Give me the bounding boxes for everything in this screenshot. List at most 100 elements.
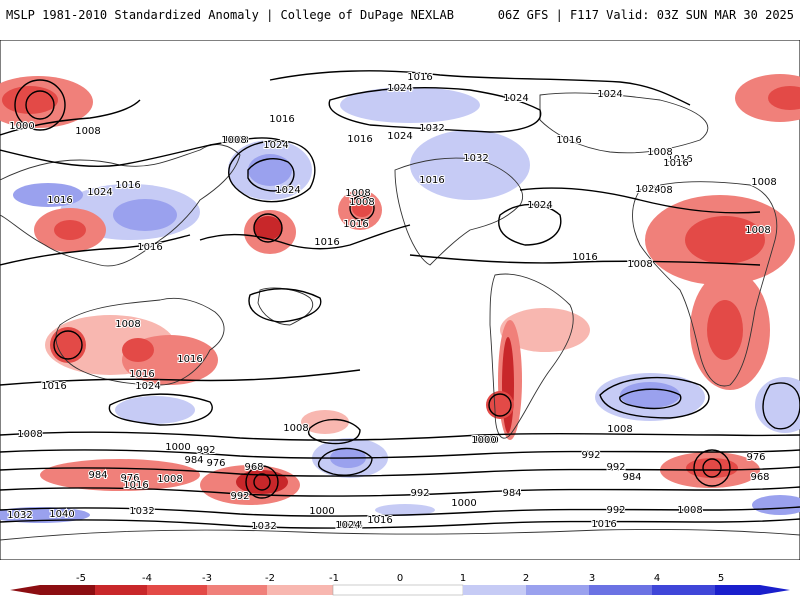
isobar-1024-atlantic-high [498, 203, 562, 246]
isobar-label: 1032 [129, 506, 154, 517]
anomaly-low-australia-core [122, 338, 154, 362]
isobar-992-west-low [25, 90, 55, 120]
anomaly-low-pacific-core [254, 216, 282, 240]
isobar-label: 968 [244, 462, 263, 473]
colorbar: -5 -4 -3 -2 -1 0 1 2 3 4 5 [0, 570, 800, 600]
colorbar-segment-neutral [332, 584, 464, 596]
anomaly-low-north-pacific-east-core [768, 86, 800, 110]
isobar-1032-south-atlantic-high [619, 388, 682, 410]
isobar-label: 1032 [463, 153, 488, 164]
anomaly-low-india-core [54, 220, 86, 240]
isobar-label: 1016 [591, 519, 616, 530]
isobar-label: 1016 [667, 154, 692, 165]
isobar-label: 1016 [367, 515, 392, 526]
isobar-1008-pacific-low [253, 213, 283, 243]
isobar-1008-south-pacific-low [307, 418, 361, 445]
isobar-label: 1000 [309, 506, 334, 517]
colorbar-tick: -1 [329, 573, 339, 584]
isobar-label: 1008 [115, 319, 140, 330]
colorbar-segment-neg5 [40, 585, 95, 595]
isobar-label: 1016 [137, 242, 162, 253]
colorbar-tick: 1 [460, 573, 466, 584]
isobar-label: 1032 [251, 521, 276, 532]
isobar-1016-antarctic [0, 518, 800, 529]
anomaly-low-southern-ocean-west [40, 459, 200, 491]
colorbar-segment-neg2 [207, 585, 267, 595]
isobar-label: 976 [120, 473, 139, 484]
isobar-label: 1024 [597, 89, 622, 100]
colorbar-segment-pos3 [589, 585, 652, 595]
isobar-label: 1008 [349, 197, 374, 208]
isobar-label: 1024 [387, 83, 412, 94]
isobar-992-southern [0, 466, 800, 477]
isobar-label: 984 [502, 488, 521, 499]
isobar-label: 1000 [165, 442, 190, 453]
isobar-1008-south-pacific-high [317, 447, 373, 476]
isobar-label: 1008 [223, 135, 248, 146]
isobar-label: 992 [606, 462, 625, 473]
isobar-label: 976 [746, 452, 765, 463]
isobar-label: 1024 [335, 520, 360, 531]
isobar-1024-south-atlantic-high [599, 376, 710, 419]
isobar-label: 1008 [17, 429, 42, 440]
anomaly-low-north-africa-core [685, 216, 765, 264]
anomaly-low-andes-core [502, 337, 514, 433]
isobar-label: 992 [581, 450, 600, 461]
map-title: MSLP 1981-2010 Standardized Anomaly | Co… [6, 8, 454, 22]
isobar-label: 1024 [275, 185, 300, 196]
isobar-label: 1000 [451, 498, 476, 509]
isobar-label: 1016 [343, 219, 368, 230]
isobar-label: 1016 [41, 381, 66, 392]
isobar-label: 1008 [283, 423, 308, 434]
isobar-label: 1016 [314, 237, 339, 248]
isobar-label: 1040 [49, 509, 74, 520]
isobar-label: 1008 [75, 126, 100, 137]
isobar-label: 1008 [647, 185, 672, 196]
anomaly-high-south-atlantic-core [620, 382, 680, 408]
isobar-label: 1024 [135, 381, 160, 392]
coastline-south-america [489, 273, 574, 439]
isobar-label: 1024 [263, 140, 288, 151]
isobar-label: 1008 [157, 474, 182, 485]
isobar-label: 1008 [647, 147, 672, 158]
anomaly-high-asia-core [113, 199, 177, 231]
anomaly-low-south-africa-core [707, 300, 743, 360]
isobar-label: 1016 [556, 135, 581, 146]
isobar-1016-north-pacific [0, 137, 281, 168]
isobars [0, 70, 800, 529]
isobar-label: 1016 [129, 369, 154, 380]
colorbar-tick: 2 [523, 573, 529, 584]
isobar-label: 1024 [337, 520, 362, 531]
isobar-1008-south-pacific [248, 288, 322, 323]
isobar-968-southern-low [245, 465, 279, 499]
colorbar-segment-neg1 [267, 585, 333, 595]
colorbar-tick: -3 [202, 573, 212, 584]
isobar-label: 992 [230, 491, 249, 502]
isobar-label: 1008 [221, 135, 246, 146]
anomaly-low-australia-west-core [50, 327, 86, 363]
coastline-antarctica [0, 529, 800, 541]
isobar-label: 984 [184, 455, 203, 466]
colorbar-segment-pos1 [463, 585, 526, 595]
isobar-label: 1008 [607, 424, 632, 435]
isobar-1016-tropics [409, 254, 761, 266]
anomaly-shading [0, 74, 800, 523]
isobar-1032-north-pacific-high [247, 158, 295, 192]
isobar-label: 992 [410, 488, 429, 499]
isobar-1016-south-indian [0, 369, 361, 386]
anomaly-high-canada [410, 130, 530, 200]
coastline-australia [55, 297, 225, 386]
isobar-label: 1032 [7, 510, 32, 521]
colorbar-canvas: -5 -4 -3 -2 -1 0 1 2 3 4 5 [10, 573, 790, 596]
isobar-984-southern [0, 486, 800, 497]
isobar-label: 992 [606, 505, 625, 516]
isobar-1016-atlantic [519, 187, 761, 214]
isobar-label: 1016 [177, 354, 202, 365]
anomaly-low-east-pacific-core [352, 199, 372, 217]
colorbar-tick: 5 [718, 573, 724, 584]
isobar-1008-southern [0, 431, 800, 441]
anomaly-low-cape-horn [486, 391, 514, 419]
colorbar-segment-pos5 [715, 585, 760, 595]
